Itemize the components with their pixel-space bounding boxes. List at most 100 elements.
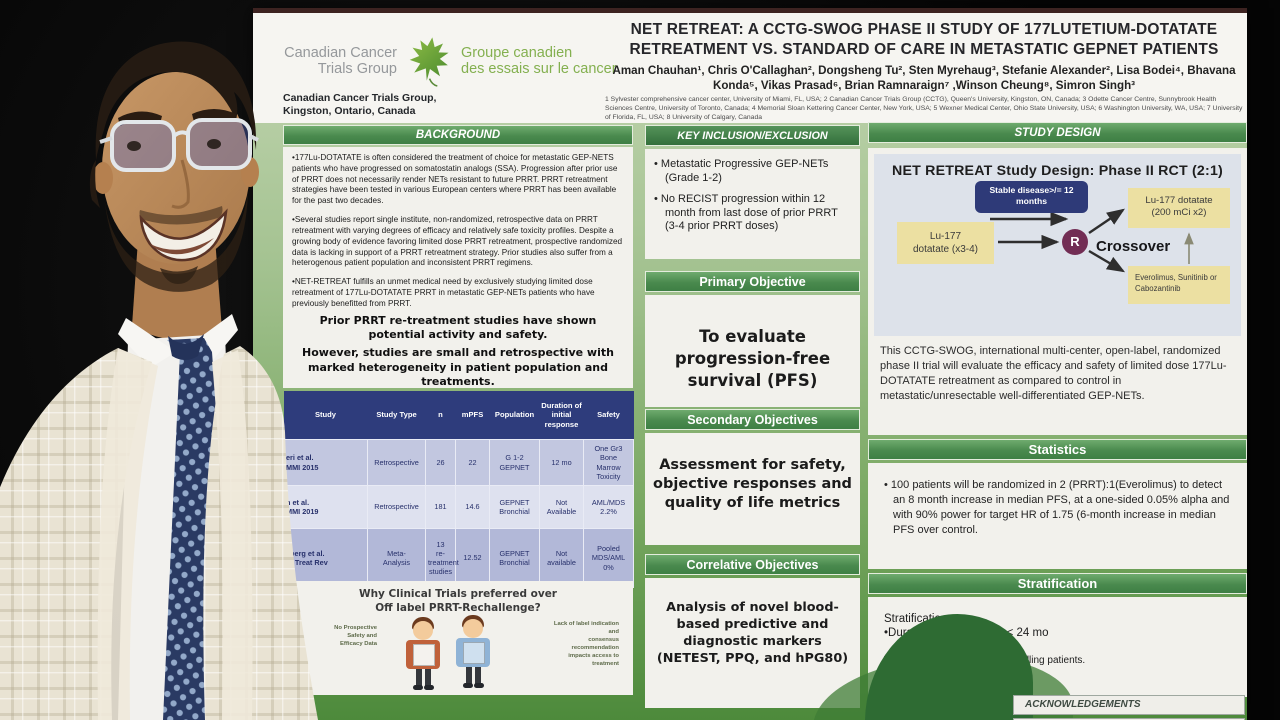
presenter-glasses: [99, 118, 259, 172]
background-box: •177Lu-DOTATATE is often considered the …: [283, 147, 633, 388]
correlative-objectives-header: Correlative Objectives: [645, 554, 860, 575]
design-arrows: [990, 208, 1194, 273]
inclusion-bullet: • Metastatic Progressive GEP-NETs (Grade…: [654, 158, 829, 184]
cartoon-foot: [474, 683, 484, 688]
study-design-header: STUDY DESIGN: [868, 122, 1247, 143]
col-header: Safety: [583, 391, 634, 440]
correlative-objectives-box: Analysis of novel blood-based predictive…: [645, 578, 860, 708]
cell: G 1-2 GEPNET: [489, 439, 540, 486]
presenter-tie-knot: [168, 334, 204, 360]
statistics-header: Statistics: [868, 439, 1247, 460]
stable-disease-box: Stable disease>/= 12 months: [975, 181, 1088, 213]
background-paragraph: •Several studies report single institute…: [292, 215, 623, 268]
design-title: NET RETREAT Study Design: Phase II RCT (…: [892, 163, 1223, 179]
control-arm-box: Everolimus, Sunitinib or Cabozantinib: [1128, 266, 1230, 304]
primary-objective-text: To evaluate progression-free survival (P…: [674, 327, 831, 390]
cctg-logo-english: Canadian Cancer Trials Group: [284, 44, 397, 77]
cell: n et al. MMI 2019: [283, 485, 368, 529]
why-clinical-trials-box: Why Clinical Trials preferred over Off l…: [283, 581, 633, 695]
poster-affiliations: 1 Sylvester comprehensive cancer center,…: [605, 95, 1243, 122]
randomization-circle: R: [1062, 229, 1088, 255]
secondary-objectives-box: Assessment for safety, objective respons…: [645, 433, 860, 545]
why-right-note: Lack of label indication and consensus r…: [553, 621, 619, 667]
presenter-smile: [139, 208, 228, 262]
inclusion-bullet: • No RECIST progression within 12 month …: [654, 192, 838, 233]
cartoon-head: [413, 621, 433, 640]
why-title: Why Clinical Trials preferred over Off l…: [359, 588, 557, 614]
inclusion-header: KEY INCLUSION/EXCLUSION: [645, 125, 860, 146]
presenter-chin-beard: [160, 266, 198, 284]
cell: eri et al. MMI 2015: [283, 439, 368, 486]
entry-arm-box: Lu-177 dotatate (x3-4): [897, 222, 994, 264]
presenter-hair: [95, 41, 257, 160]
poster-header-band: Canadian Cancer Trials Group Groupe cana…: [253, 13, 1247, 123]
poster-title: NET RETREAT: A CCTG-SWOG PHASE II STUDY …: [629, 21, 1219, 58]
cell: 13 re- treatment studies: [425, 528, 459, 588]
table-header-row: Study Study Type n mPFS Population Durat…: [283, 391, 634, 440]
cell: GEPNET Bronchial: [489, 485, 540, 529]
cell: 22: [455, 439, 490, 486]
conference-poster: Canadian Cancer Trials Group Groupe cana…: [253, 8, 1247, 720]
cell: 14.6: [455, 485, 490, 529]
cell: 181: [425, 485, 456, 529]
cctg-logo: Canadian Cancer Trials Group Groupe cana…: [277, 35, 617, 87]
secondary-objectives-header: Secondary Objectives: [645, 409, 860, 430]
background-emphasis: However, studies are small and retrospec…: [302, 346, 614, 388]
acknowledgements-header: ACKNOWLEDGEMENTS: [1013, 695, 1245, 715]
col-header: Study Type: [367, 391, 426, 440]
cell: 12 mo: [539, 439, 584, 486]
cartoon-tablet: [463, 642, 485, 664]
cartoon-doctor: [403, 617, 443, 693]
cell: 26: [425, 439, 456, 486]
cartoon-leg: [425, 669, 431, 686]
presenter-lapel: [97, 348, 158, 720]
col-header: Study: [283, 391, 368, 440]
cartoon-leg: [466, 667, 472, 684]
statistics-bullet: • 100 patients will be randomized in 2 (…: [884, 479, 1230, 536]
secondary-objectives-text: Assessment for safety, objective respons…: [653, 457, 852, 512]
background-paragraph: •NET-RETREAT fulfills an unmet medical n…: [292, 277, 595, 308]
cell: Not Available: [539, 485, 584, 529]
background-header: BACKGROUND: [283, 125, 633, 145]
poster-top-rail: [253, 8, 1247, 13]
cartoon-doctor: [453, 615, 493, 691]
presenter-person: [0, 41, 318, 720]
col-header: n: [425, 391, 456, 440]
study-design-diagram: NET RETREAT Study Design: Phase II RCT (…: [874, 154, 1241, 336]
table-row: sberg et al. er Treat Rev Meta- Analysis…: [283, 528, 634, 588]
study-design-box: NET RETREAT Study Design: Phase II RCT (…: [868, 148, 1247, 435]
table-row: n et al. MMI 2019 Retrospective 181 14.6…: [283, 485, 634, 529]
presenter-nose: [171, 159, 190, 209]
title-block: NET RETREAT: A CCTG-SWOG PHASE II STUDY …: [605, 20, 1243, 122]
maple-leaf-icon: [409, 37, 449, 87]
cartoon-leg: [416, 669, 422, 686]
col-header: mPFS: [455, 391, 490, 440]
cell: Not available: [539, 528, 584, 588]
cell: AML/MDS 2.2%: [583, 485, 634, 529]
presenter-beard: [104, 192, 248, 292]
cell: Retrospective: [367, 439, 426, 486]
cctg-logo-french: Groupe canadien des essais sur le cancer: [461, 44, 617, 77]
acknowledgements-box: [1013, 718, 1245, 720]
statistics-box: • 100 patients will be randomized in 2 (…: [868, 463, 1247, 569]
cartoon-foot: [463, 683, 473, 688]
cartoon-foot: [413, 685, 423, 690]
cartoon-head: [463, 619, 483, 638]
inclusion-box: • Metastatic Progressive GEP-NETs (Grade…: [645, 149, 860, 259]
presenter-hair-side: [89, 160, 100, 208]
why-left-note: No Prospective Safety and Efficacy Data: [334, 625, 377, 647]
poster-authors: Aman Chauhan¹, Chris O'Callaghan², Dongs…: [612, 63, 1236, 92]
crossover-label: Crossover: [1096, 238, 1171, 255]
presenter-lapel: [212, 350, 253, 720]
presenter-mustache: [139, 206, 223, 225]
design-summary: This CCTG-SWOG, international multi-cent…: [880, 345, 1227, 402]
cell: Retrospective: [367, 485, 426, 529]
cell: GEPNET Bronchial: [489, 528, 540, 588]
col-header: Population: [489, 391, 540, 440]
cartoon-foot: [424, 685, 434, 690]
background-paragraph: •177Lu-DOTATATE is often considered the …: [292, 153, 618, 206]
cell: 12.52: [455, 528, 490, 588]
retreatment-arm-box: Lu-177 dotatate (200 mCi x2): [1128, 188, 1230, 228]
cell: One Gr3 Bone Marrow Toxicity: [583, 439, 634, 486]
